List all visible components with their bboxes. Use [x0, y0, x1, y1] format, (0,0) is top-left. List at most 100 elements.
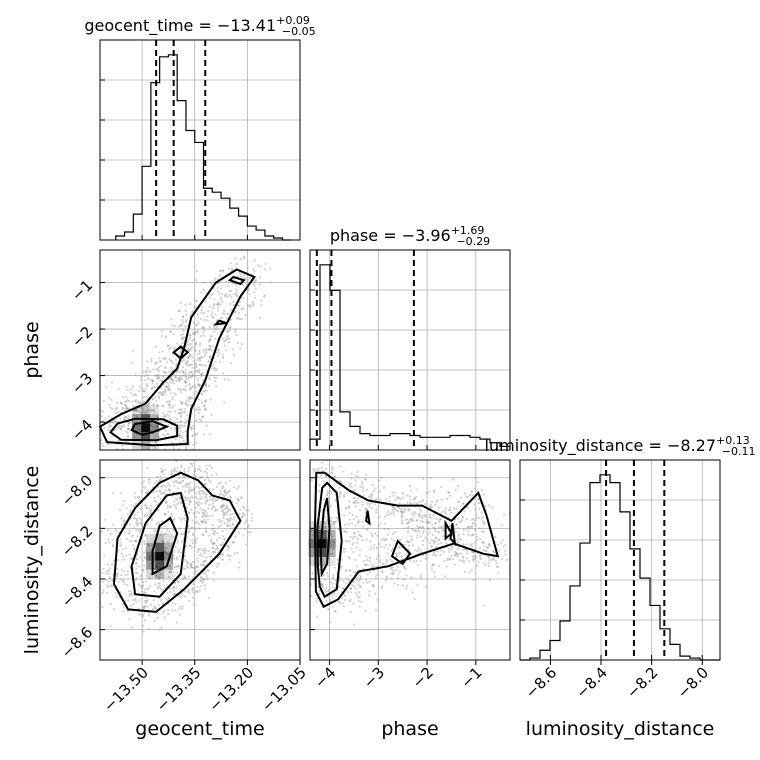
scatter-point — [331, 472, 334, 475]
scatter-point — [173, 593, 176, 596]
scatter-point — [182, 476, 185, 479]
scatter-point — [443, 560, 446, 563]
scatter-point — [173, 410, 177, 413]
scatter-point — [348, 482, 351, 485]
scatter-point — [342, 605, 345, 608]
scatter-point — [401, 496, 404, 499]
scatter-point — [233, 293, 236, 296]
scatter-point — [206, 518, 210, 521]
scatter-point — [143, 400, 146, 404]
scatter-point — [149, 504, 153, 507]
scatter-point — [455, 552, 459, 555]
scatter-point — [183, 590, 186, 593]
scatter-point — [178, 436, 182, 439]
scatter-point — [217, 482, 221, 485]
scatter-point — [233, 486, 236, 489]
scatter-point — [190, 565, 193, 568]
scatter-point — [252, 267, 255, 271]
scatter-point — [168, 565, 171, 568]
scatter-point — [471, 494, 474, 497]
scatter-point — [425, 585, 428, 588]
scatter-point — [203, 404, 206, 407]
scatter-point — [188, 500, 191, 503]
scatter-point — [220, 298, 223, 301]
scatter-point — [190, 347, 193, 350]
scatter-point — [209, 495, 212, 498]
scatter-point — [479, 557, 483, 561]
scatter-point — [140, 578, 143, 581]
scatter-point — [135, 521, 138, 524]
scatter-point — [199, 579, 202, 583]
scatter-point — [191, 434, 194, 437]
scatter-point — [230, 267, 234, 270]
scatter-point — [361, 503, 364, 507]
scatter-point — [357, 530, 360, 534]
scatter-point — [164, 512, 167, 516]
scatter-point — [400, 546, 403, 549]
scatter-point — [348, 569, 352, 572]
scatter-point — [378, 490, 381, 493]
scatter-point — [237, 316, 240, 319]
scatter-point — [104, 418, 107, 421]
scatter-point — [191, 373, 194, 376]
scatter-point — [329, 598, 332, 601]
scatter-point — [168, 530, 171, 533]
scatter-point — [190, 495, 193, 498]
scatter-point — [344, 594, 347, 598]
scatter-point — [114, 592, 117, 595]
scatter-point — [106, 563, 110, 566]
scatter-point — [162, 412, 165, 415]
scatter-point — [324, 578, 327, 581]
scatter-point — [174, 497, 177, 500]
scatter-point — [161, 602, 165, 605]
scatter-point — [326, 575, 330, 578]
scatter-point — [153, 426, 156, 429]
scatter-point — [228, 337, 231, 340]
scatter-point — [198, 344, 202, 347]
scatter-point — [129, 590, 132, 593]
scatter-point — [471, 558, 475, 561]
scatter-point — [187, 377, 190, 380]
scatter-point — [350, 547, 353, 550]
scatter-point — [186, 496, 190, 499]
scatter-point — [173, 566, 176, 569]
scatter-point — [162, 370, 165, 373]
xtick-label-geocent-time-1: −13.35 — [153, 664, 205, 716]
scatter-point — [167, 386, 170, 390]
scatter-point — [195, 419, 198, 422]
scatter-point — [352, 551, 355, 554]
scatter-point — [203, 512, 206, 516]
scatter-point — [164, 500, 167, 503]
xtick-label-geocent-time-2: −13.20 — [205, 664, 257, 716]
scatter-point — [184, 402, 187, 405]
scatter-point — [359, 585, 362, 589]
scatter-point — [196, 329, 199, 332]
scatter-point — [154, 374, 158, 377]
scatter-point — [303, 582, 305, 584]
scatter-point — [203, 389, 207, 393]
scatter-point — [182, 370, 185, 374]
scatter-point — [470, 518, 474, 521]
scatter-point — [168, 570, 171, 574]
scatter-point — [433, 521, 437, 525]
scatter-point — [153, 590, 156, 593]
scatter-point — [229, 517, 232, 520]
scatter-point — [180, 412, 183, 415]
scatter-point — [194, 441, 197, 444]
scatter-point — [170, 378, 173, 381]
scatter-point — [180, 414, 183, 417]
scatter-point — [142, 396, 145, 399]
scatter-point — [125, 385, 128, 388]
scatter-point — [376, 598, 379, 601]
contour-geocent-time-vs-phase-0 — [130, 420, 170, 436]
scatter-point — [170, 324, 174, 327]
scatter-point — [136, 524, 139, 527]
scatter-point — [205, 529, 208, 533]
scatter-point — [352, 500, 355, 503]
scatter-point — [108, 426, 111, 429]
scatter-point — [462, 502, 465, 505]
scatter-point — [254, 287, 257, 290]
scatter-point — [352, 571, 356, 574]
scatter-point — [135, 414, 138, 417]
scatter-point — [457, 535, 460, 538]
